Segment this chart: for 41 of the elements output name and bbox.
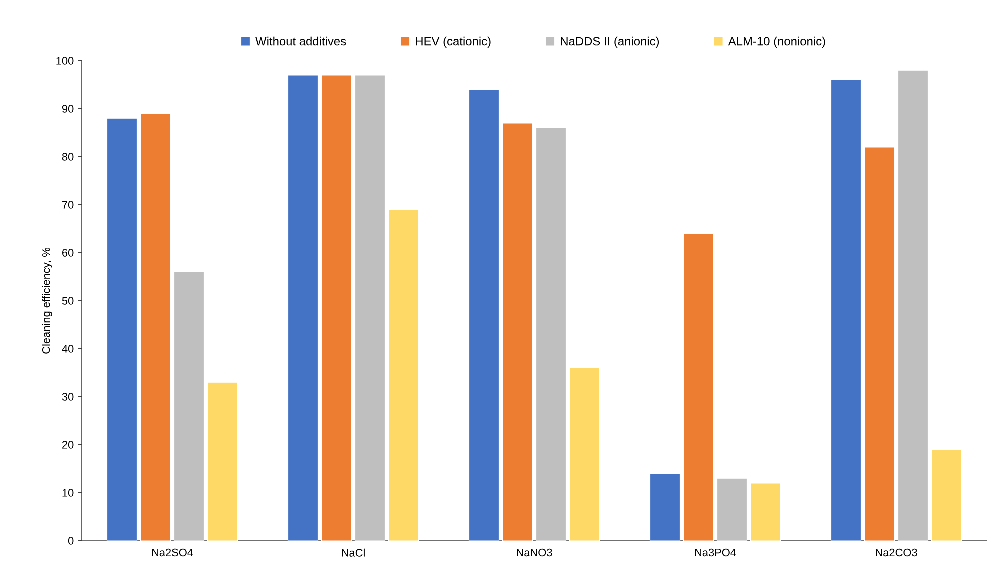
bar (750, 483, 782, 541)
y-tick-label: 80 (62, 153, 74, 161)
bar (716, 478, 748, 541)
legend-label: ALM-10 (nonionic) (728, 36, 826, 48)
bar (898, 70, 929, 541)
y-axis-title: Cleaning efficiency, % (42, 248, 52, 354)
bar (174, 272, 205, 541)
y-tick-label: 40 (62, 345, 74, 353)
bar (388, 209, 420, 541)
y-tick-label: 0 (68, 537, 74, 545)
y-tick-label: 90 (62, 105, 74, 113)
y-tick-label: 50 (62, 297, 74, 305)
bar (288, 75, 319, 541)
x-tick-label: Na2CO3 (876, 548, 918, 557)
y-tick-label: 20 (62, 441, 74, 449)
bar (468, 89, 500, 541)
bar (569, 368, 600, 541)
bar (207, 382, 238, 541)
y-tick-label: 70 (62, 201, 74, 209)
bar (502, 123, 534, 541)
bar (106, 118, 138, 541)
y-tick-label: 10 (62, 489, 74, 497)
legend-label: Without additives (256, 36, 346, 46)
y-tick-label: 30 (62, 393, 74, 401)
x-tick-label: Na2SO4 (152, 548, 194, 557)
legend-label: HEV (cationic) (416, 36, 491, 48)
bar (536, 128, 567, 541)
x-tick-label: NaCl (342, 548, 365, 557)
bar (321, 75, 352, 541)
bar (931, 450, 962, 541)
bar (140, 113, 172, 541)
bar (354, 75, 386, 541)
y-tick-label: 60 (62, 249, 74, 257)
bar (650, 474, 681, 541)
x-tick-label: Na3PO4 (695, 548, 736, 557)
bar (864, 147, 896, 541)
y-tick-label: 100 (56, 57, 74, 65)
bar (830, 80, 862, 541)
x-tick-label: NaNO3 (517, 548, 552, 557)
legend-label: NaDDS II (anionic) (561, 36, 660, 48)
bar (683, 233, 714, 541)
